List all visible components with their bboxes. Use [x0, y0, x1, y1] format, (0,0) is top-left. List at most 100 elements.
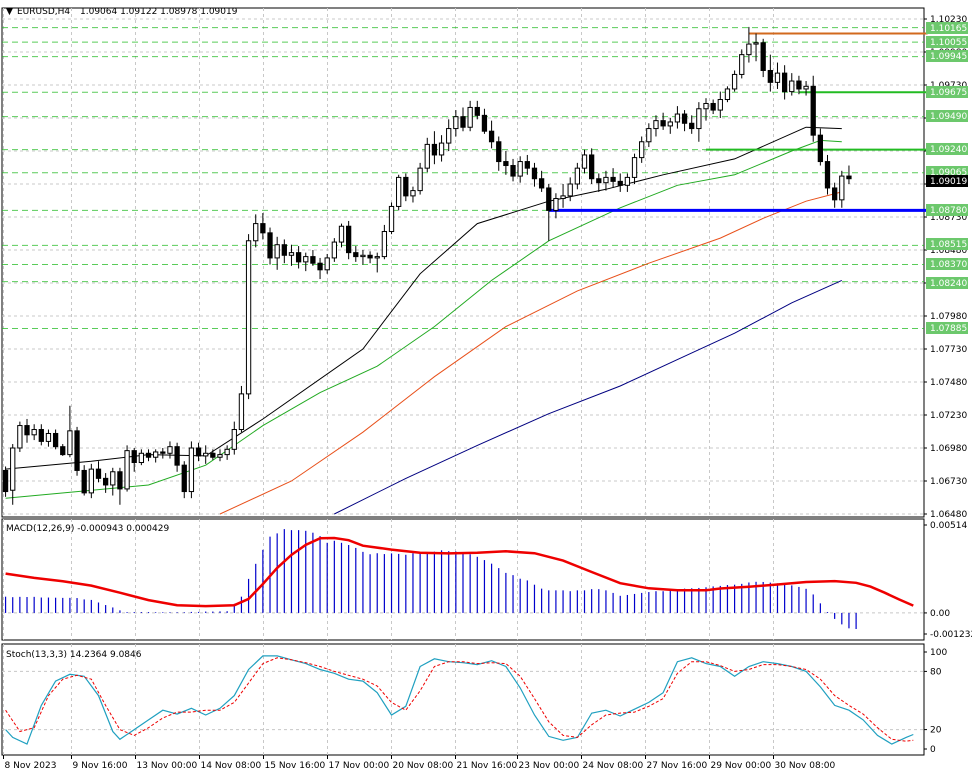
- y-tick-label: 1.06730: [930, 477, 967, 487]
- bearish-candle-body: [610, 176, 616, 182]
- moving-average-line: [334, 279, 843, 515]
- candle: [474, 100, 480, 120]
- bullish-candle-body: [581, 154, 588, 169]
- candle: [52, 429, 59, 450]
- price-level-tag-box: [926, 277, 968, 289]
- bullish-candle-body: [517, 161, 523, 177]
- candle: [667, 118, 673, 134]
- candle: [703, 98, 709, 121]
- candle: [295, 246, 302, 269]
- panel-frame: [1, 7, 925, 518]
- candle: [567, 177, 573, 202]
- candle: [88, 463, 94, 499]
- x-tick-label: 20 Nov 08:00: [393, 761, 454, 771]
- bullish-candle-body: [624, 176, 631, 186]
- candle: [38, 424, 44, 446]
- bullish-candle-body: [124, 450, 130, 490]
- bullish-candle-body: [603, 176, 609, 184]
- y-tick-label: 1.07730: [930, 345, 967, 355]
- bearish-candle-body: [145, 452, 152, 458]
- bearish-candle-body: [817, 134, 824, 163]
- bullish-candle-body: [374, 256, 380, 259]
- macd-panel[interactable]: 0.00514 0.00 -0.001232: [1, 518, 972, 641]
- bearish-candle-body: [60, 446, 66, 456]
- bullish-candle-body: [231, 429, 237, 450]
- stoch-header: Stoch(13,3,3) 14.2364 9.0846: [6, 650, 142, 660]
- price-level-tag: 1.08240: [926, 277, 968, 289]
- price-level-tag-box: [926, 86, 968, 98]
- bearish-candle-body: [589, 154, 595, 180]
- candle: [117, 467, 123, 505]
- price-level-tag: 1.07885: [926, 322, 968, 334]
- candle: [810, 75, 816, 142]
- candle: [560, 184, 566, 208]
- bearish-candle-body: [767, 69, 773, 83]
- candles: [2, 26, 852, 505]
- price-level-tag-box: [926, 36, 968, 48]
- candle: [603, 170, 609, 191]
- price-level-tag-text: 1.09065: [930, 168, 967, 178]
- ohlc-readout: 1.09064 1.09122 1.08978 1.09019: [80, 7, 238, 17]
- price-level-tag-text: 1.08780: [930, 206, 967, 216]
- candle: [67, 405, 73, 458]
- y-tick-label: 0.00514: [930, 521, 967, 531]
- candle: [338, 223, 345, 248]
- candle: [181, 461, 187, 499]
- y-tick-label: 100: [930, 648, 947, 658]
- stochastic-panel[interactable]: 100 80 20 0: [1, 643, 947, 756]
- bullish-candle-body: [17, 425, 23, 449]
- candle: [253, 214, 259, 248]
- x-tick-label: 9 Nov 16:00: [73, 761, 128, 771]
- candle: [488, 120, 495, 149]
- price-level-tag-box: [926, 143, 968, 155]
- bullish-candle-body: [739, 54, 745, 75]
- candle: [381, 224, 388, 260]
- candle: [460, 107, 466, 132]
- bullish-candle-body: [724, 88, 731, 101]
- bearish-candle-body: [267, 232, 273, 259]
- bullish-candle-body: [703, 102, 709, 110]
- x-tick-label: 29 Nov 00:00: [711, 761, 772, 771]
- candle: [153, 449, 159, 463]
- candle: [324, 253, 330, 274]
- y-tick-label: 80: [930, 667, 942, 677]
- bullish-candle-body: [110, 471, 116, 486]
- bullish-candle-body: [245, 240, 252, 395]
- price-level-tag-text: 1.08515: [930, 240, 967, 250]
- candle: [531, 162, 538, 187]
- candle: [781, 65, 788, 100]
- bearish-candle-body: [474, 106, 480, 116]
- price-level-tag-text: 1.09019: [930, 177, 967, 187]
- candle: [403, 173, 409, 202]
- candle: [431, 131, 438, 165]
- bearish-candle-body: [52, 432, 59, 448]
- candle: [424, 137, 430, 173]
- bearish-candle-body: [810, 85, 816, 136]
- candle: [496, 136, 502, 171]
- x-tick-label: 8 Nov 2023: [5, 761, 57, 771]
- bearish-candle-body: [617, 180, 623, 186]
- bullish-candle-body: [331, 241, 337, 259]
- candle: [174, 442, 180, 472]
- candle: [589, 148, 595, 184]
- bullish-candle-body: [646, 128, 652, 143]
- candle: [574, 162, 581, 190]
- bullish-candle-body: [553, 198, 559, 211]
- x-tick-label: 15 Nov 16:00: [265, 761, 326, 771]
- bearish-candle-body: [496, 141, 502, 163]
- candle: [581, 149, 588, 174]
- symbol-dropdown-arrow[interactable]: ▼: [6, 7, 13, 17]
- candle: [710, 99, 716, 115]
- macd-signal-line: [5, 536, 914, 608]
- macd-header: MACD(12,26,9) -0.000943 0.000429: [6, 524, 169, 534]
- price-panel[interactable]: 1.102301.099801.097301.094801.092301.089…: [1, 7, 968, 520]
- bullish-candle-body: [153, 451, 159, 458]
- bullish-candle-body: [67, 430, 73, 456]
- bearish-candle-body: [481, 114, 488, 132]
- x-tick-label: 17 Nov 00:00: [329, 761, 390, 771]
- bullish-candle-body: [789, 80, 795, 93]
- candle: [724, 86, 731, 103]
- candle: [310, 250, 316, 266]
- candle: [739, 49, 745, 79]
